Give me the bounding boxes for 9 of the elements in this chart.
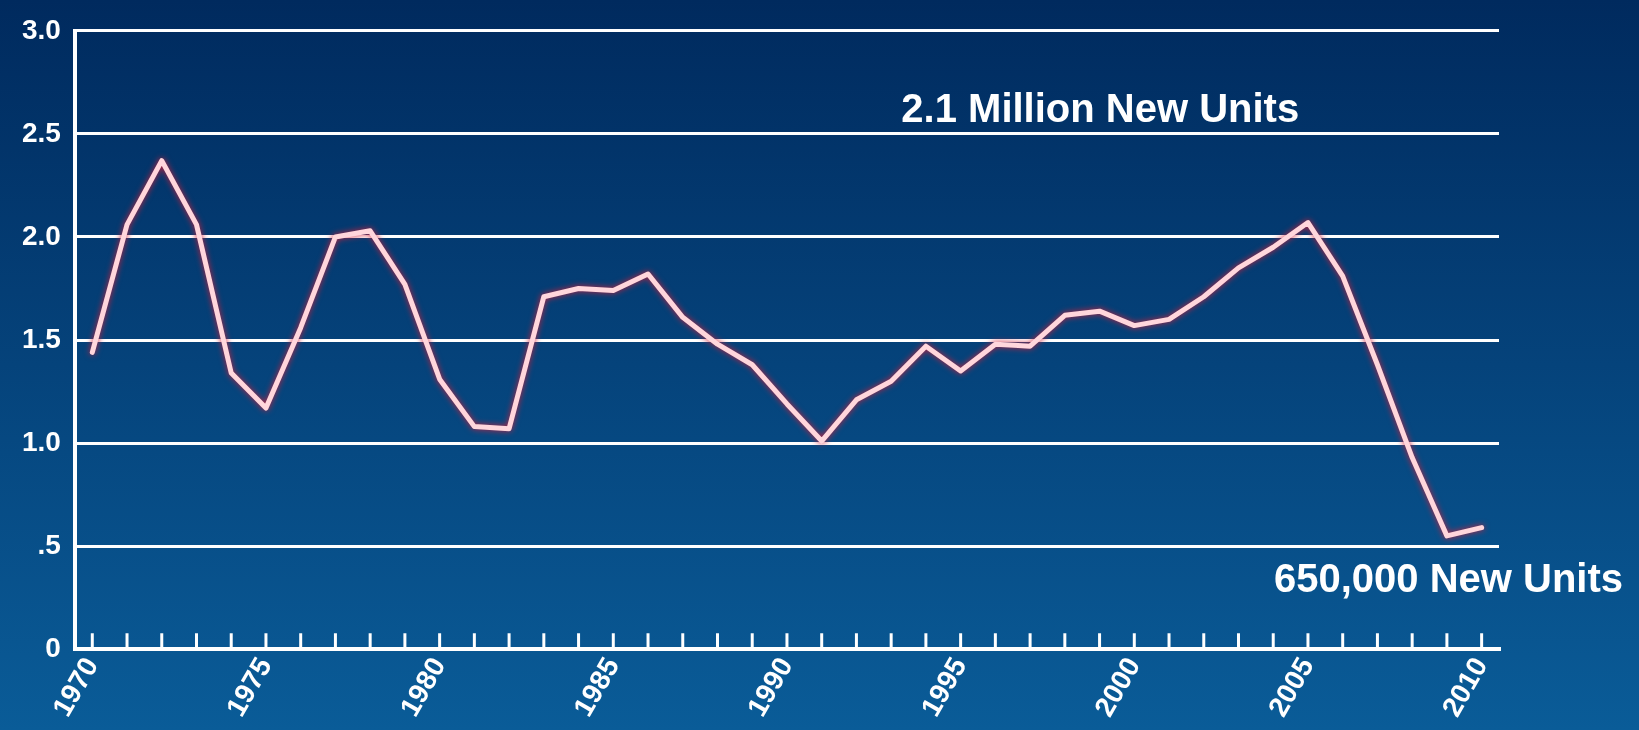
y-tick-label: .5	[37, 528, 61, 560]
y-tick-label: 2.0	[21, 219, 61, 251]
annotation: 650,000 New Units	[1273, 556, 1623, 601]
y-tick-label: 3.0	[21, 13, 61, 45]
y-tick-label: 1.0	[21, 425, 61, 457]
y-tick-label: 2.5	[21, 116, 61, 148]
y-tick-label: 0	[45, 631, 61, 663]
annotation: 2.1 Million New Units	[901, 86, 1300, 131]
y-tick-label: 1.5	[21, 322, 61, 354]
